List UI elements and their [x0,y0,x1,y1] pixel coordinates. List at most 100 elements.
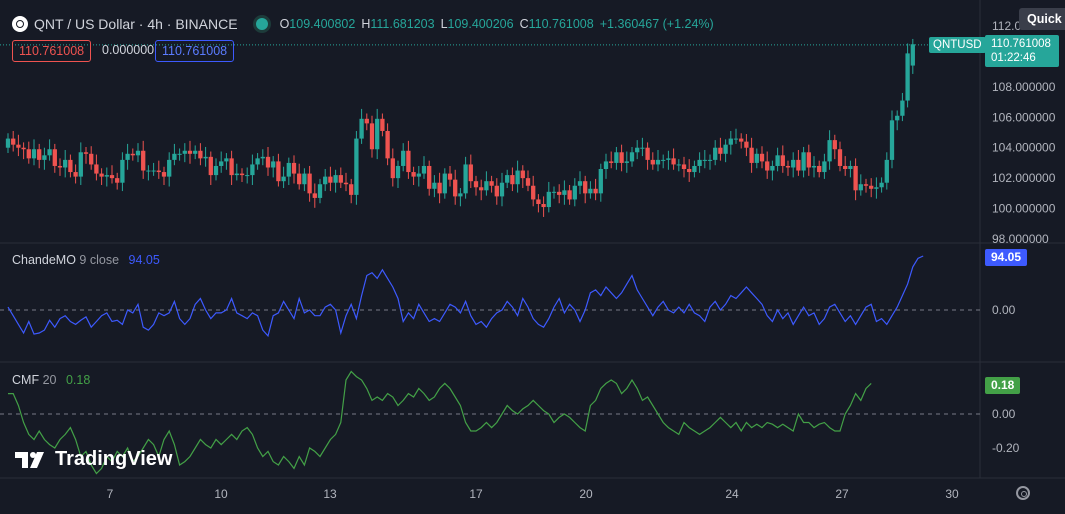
candle-body [421,165,427,174]
candle-body [437,182,442,194]
candle-body [655,159,661,165]
sell-price-box[interactable]: 110.761008 [12,40,92,62]
candle-body [744,141,749,148]
close-label: C [519,17,529,31]
candle-body [135,150,141,156]
candle-body [198,150,203,159]
candle-body [723,144,728,154]
cmf-series-line [8,370,872,475]
settings-gear-icon[interactable] [1016,486,1030,500]
candle-body [557,191,562,195]
candle-body [276,161,281,182]
quick-search-button[interactable]: Quick S [1019,8,1065,30]
candle-body [16,144,21,148]
candle-body [676,164,681,166]
time-tick-label: 27 [835,487,849,501]
candle-body [494,185,499,197]
candle-body [843,165,848,170]
candle-body [889,120,895,160]
candle-body [406,150,411,173]
chande-legend[interactable]: ChandeMO 9 close 94.05 [12,253,160,267]
high-label: H [361,17,371,31]
candle-body [385,130,390,159]
last-price-label: 110.761008 01:22:46 [985,35,1059,67]
candle-body [577,181,583,186]
spread-value: 0.000000 [102,43,155,57]
candle-body [146,170,151,172]
candle-body [702,159,707,161]
candle-body [806,152,811,168]
candle-body [874,187,879,189]
candle-body [94,164,99,174]
candle-body [411,172,416,177]
cmf-tick-label: 0.00 [992,407,1016,421]
open-value: 109.400802 [289,17,356,31]
candle-body [780,155,785,166]
candle-body [354,138,359,195]
candle-body [47,149,52,156]
candle-body [359,118,364,139]
candle-body [364,118,369,124]
symbol-title: QNT / US Dollar · 4h · BINANCE [34,16,238,32]
candle-body [707,159,713,161]
candle-body [286,162,291,177]
open-label: O [279,17,290,31]
candle-body [177,153,182,155]
close-value: 110.761008 [528,17,594,31]
low-label: L [440,17,448,31]
candle-body [520,170,525,179]
cmf-legend[interactable]: CMF 20 0.18 [12,373,90,387]
time-tick-label: 20 [579,487,593,501]
cmf-value-badge: 0.18 [985,377,1021,394]
candle-body [328,176,333,183]
candle-body [333,175,338,183]
candle-body [759,153,765,162]
candle-body [89,153,94,165]
candle-body [822,161,827,173]
candle-body [827,140,832,162]
candle-body [791,159,796,168]
candle-body [515,170,520,185]
candle-body [109,175,115,179]
buy-price-box[interactable]: 110.761008 [155,40,235,62]
tradingview-logo-text: TradingView [55,448,173,470]
candle-body [375,118,380,150]
candle-body [182,150,187,154]
time-tick-label: 7 [107,487,114,501]
candle-body [37,149,42,160]
candle-body [879,182,884,188]
chande-params: 9 close [79,253,120,267]
candle-body [141,150,146,171]
candle-body [499,182,505,197]
tradingview-logo[interactable]: TradingView [15,448,172,471]
price-tick-label: 104.000000 [992,141,1056,155]
cmf-value: 0.18 [65,373,91,387]
chande-series-line [7,255,924,338]
candle-body [208,156,213,176]
candle-body [213,165,219,176]
candle-body [427,165,432,189]
candle-body [156,170,161,173]
candle-body [713,147,718,160]
candle-body [245,175,250,177]
candle-body [68,159,73,173]
price-tick-label: 106.000000 [992,110,1056,124]
time-tick-label: 10 [214,487,228,501]
candle-body [11,138,16,145]
candle-body [640,147,645,149]
candle-body [291,162,297,174]
candle-body [489,181,494,186]
candle-body [380,118,385,131]
candle-body [52,149,57,166]
candle-body [624,161,629,163]
candle-body [125,153,130,160]
candle-body [567,190,572,200]
price-tick-label: 100.000000 [992,202,1056,216]
candle-body [104,175,109,177]
market-status-icon[interactable] [255,18,268,30]
candle-body [234,173,239,176]
candle-body [666,158,671,160]
candle-body [588,188,593,194]
